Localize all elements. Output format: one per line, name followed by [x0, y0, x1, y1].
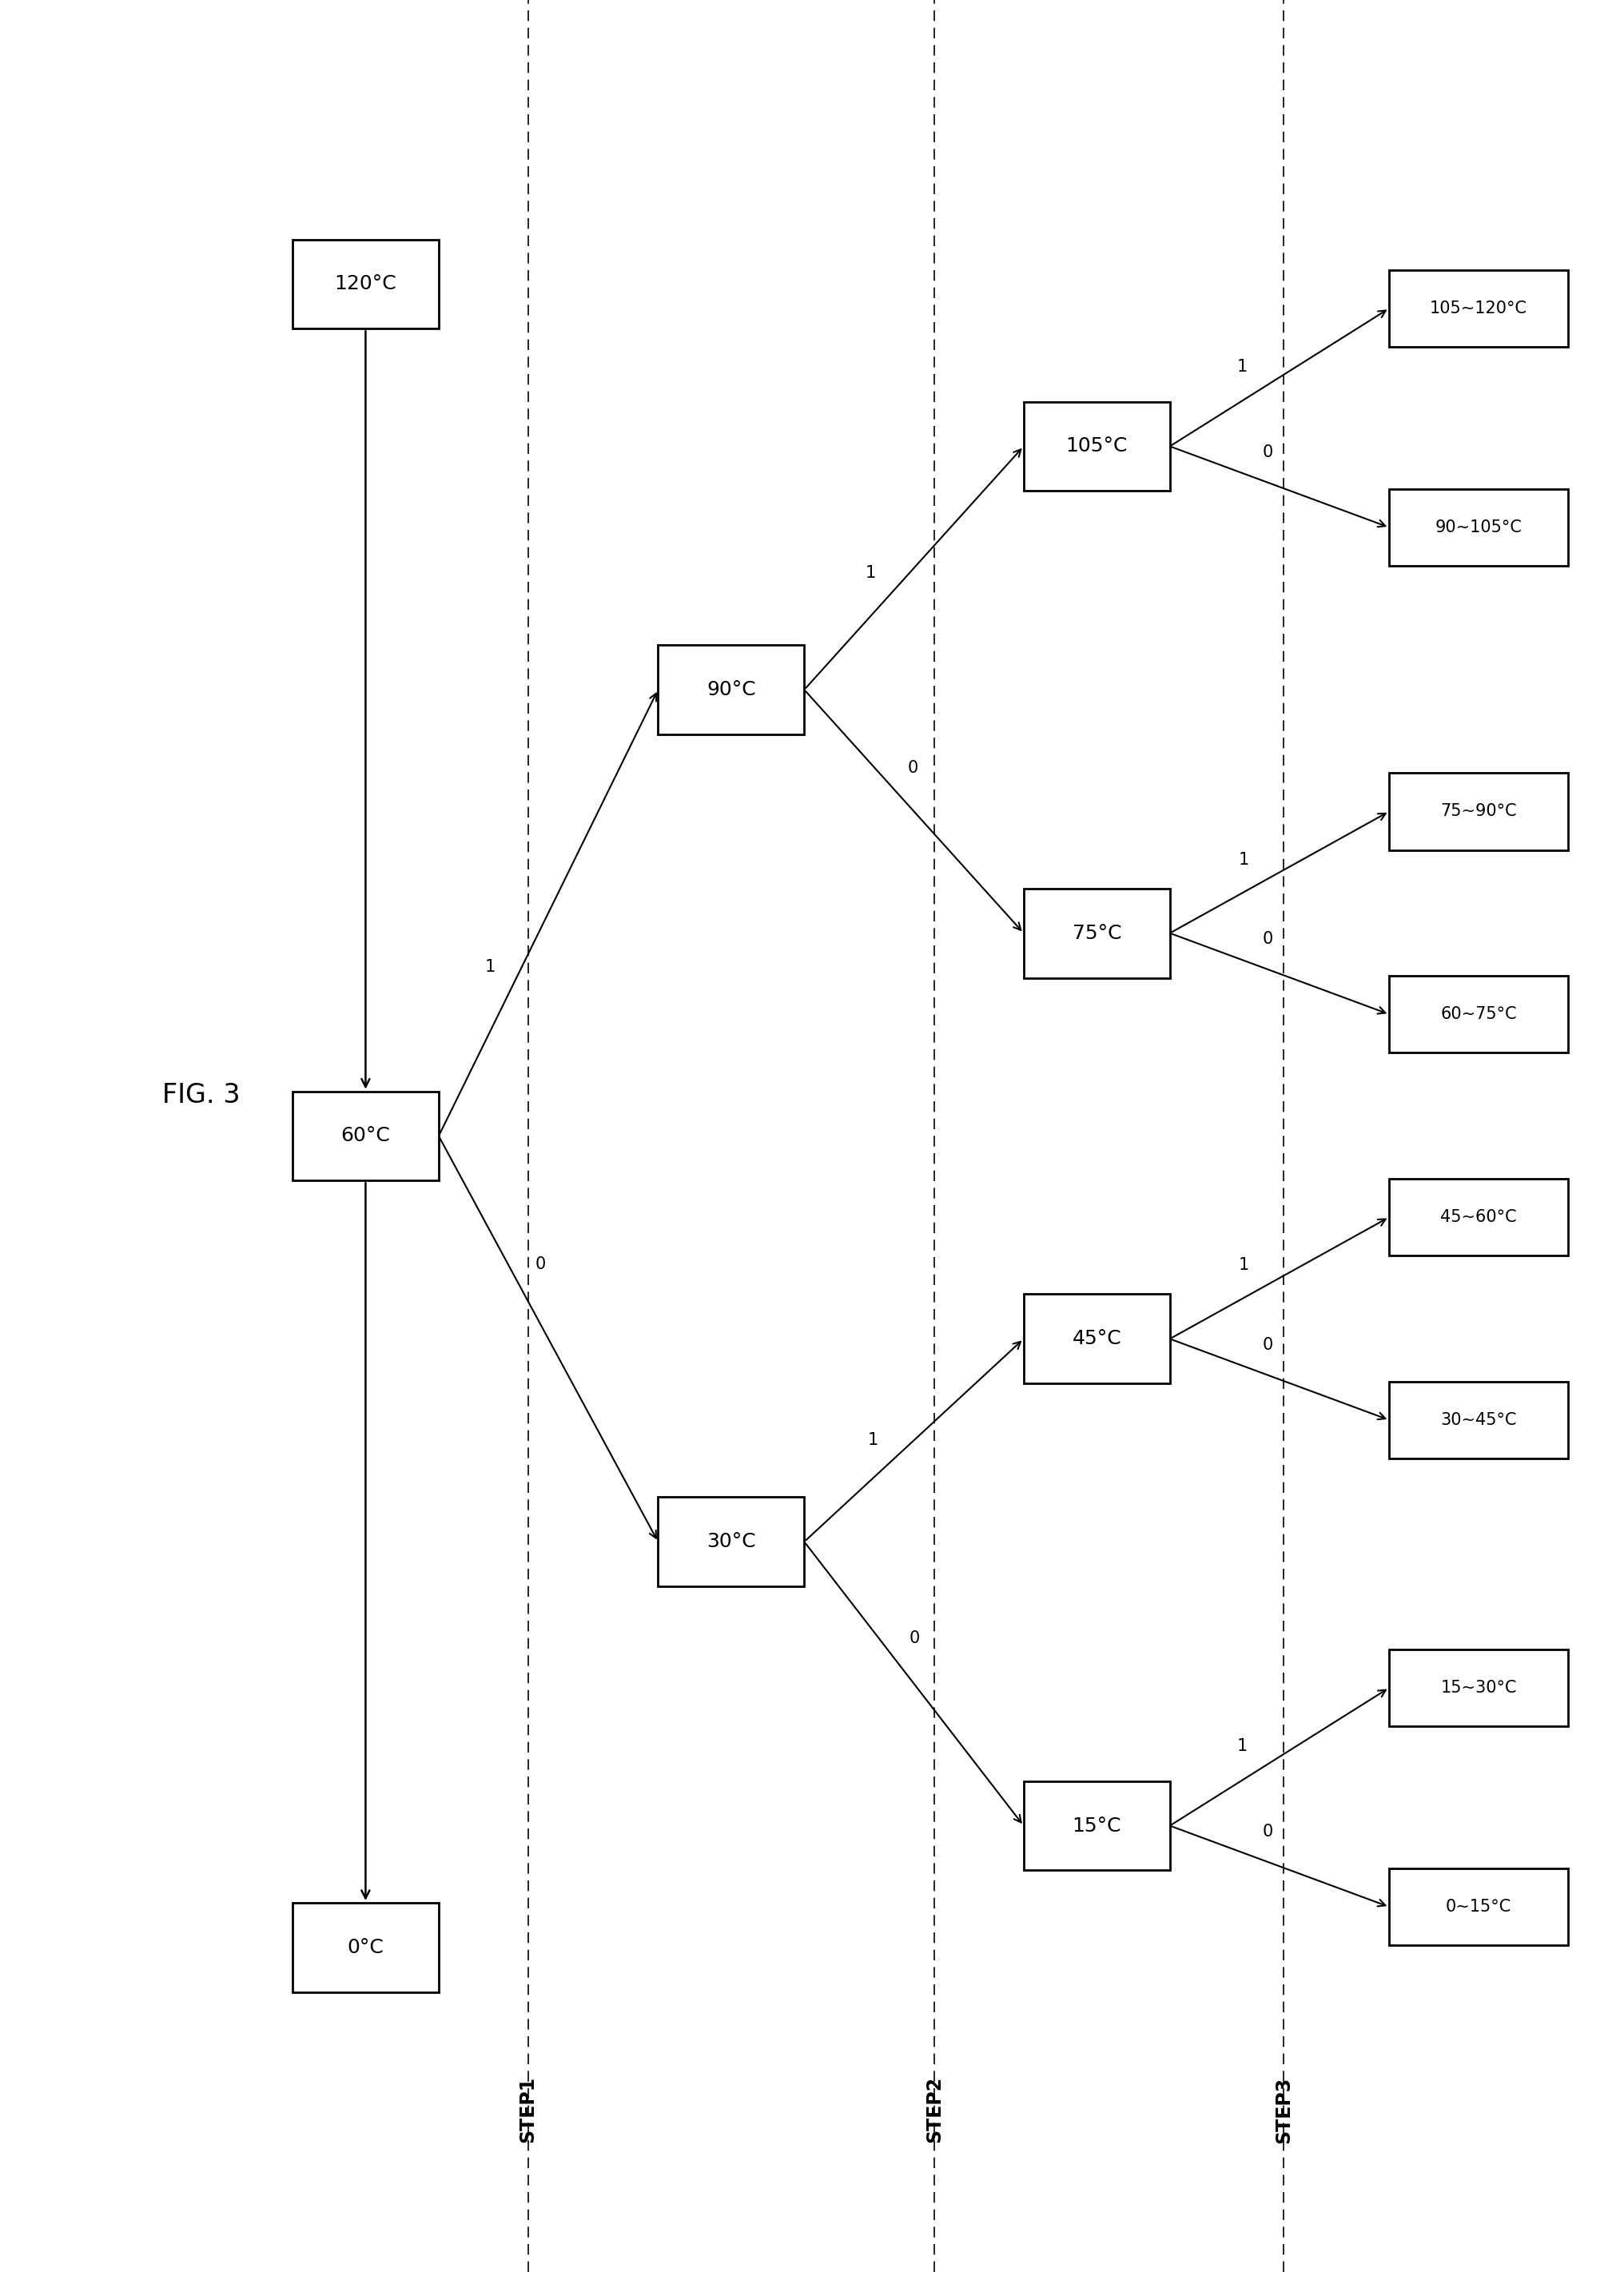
Text: 60~75°C: 60~75°C [1439, 1006, 1517, 1022]
Text: 0°C: 0°C [348, 1938, 383, 1956]
Text: 1: 1 [867, 1431, 877, 1447]
Text: 0: 0 [909, 1629, 919, 1645]
Text: 1: 1 [484, 959, 495, 975]
Bar [1389, 1649, 1567, 1727]
Text: FIG. 3: FIG. 3 [162, 1081, 240, 1109]
Text: 0: 0 [1262, 1336, 1272, 1352]
Bar [292, 1904, 438, 1993]
Text: 0: 0 [534, 1256, 546, 1272]
Text: 30°C: 30°C [706, 1531, 755, 1552]
Text: 30~45°C: 30~45°C [1440, 1411, 1515, 1429]
Text: 45°C: 45°C [1072, 1329, 1121, 1350]
Bar [1023, 1295, 1169, 1384]
Text: 15°C: 15°C [1072, 1815, 1121, 1836]
Bar [1023, 1781, 1169, 1870]
Bar [1389, 772, 1567, 850]
Text: 0: 0 [1262, 443, 1272, 461]
Text: 105~120°C: 105~120°C [1429, 300, 1527, 316]
Text: 0: 0 [908, 761, 918, 777]
Bar [1389, 270, 1567, 348]
Text: 90~105°C: 90~105°C [1434, 520, 1522, 536]
Text: 105°C: 105°C [1065, 436, 1127, 457]
Text: 75~90°C: 75~90°C [1439, 804, 1517, 820]
Text: STEP3: STEP3 [1273, 2077, 1293, 2142]
Bar [1389, 1179, 1567, 1256]
Text: 0: 0 [1262, 932, 1272, 947]
Bar [292, 1091, 438, 1181]
Bar [1389, 488, 1567, 566]
Text: STEP2: STEP2 [924, 2077, 944, 2142]
Text: 15~30°C: 15~30°C [1440, 1679, 1515, 1695]
Text: 1: 1 [1236, 1738, 1247, 1754]
Bar [1023, 888, 1169, 977]
Text: 0: 0 [1262, 1824, 1272, 1840]
Bar [1389, 1868, 1567, 1945]
Text: 60°C: 60°C [341, 1127, 390, 1145]
Text: 1: 1 [1237, 1256, 1249, 1272]
Bar [1389, 1381, 1567, 1459]
Text: 0~15°C: 0~15°C [1445, 1899, 1510, 1915]
Text: 1: 1 [1237, 852, 1249, 868]
Text: 75°C: 75°C [1072, 922, 1121, 943]
Text: STEP1: STEP1 [518, 2077, 538, 2142]
Bar [658, 645, 804, 734]
Text: 120°C: 120°C [335, 275, 396, 293]
Text: 90°C: 90°C [706, 679, 755, 700]
Bar [1389, 975, 1567, 1052]
Bar [658, 1497, 804, 1586]
Text: 45~60°C: 45~60°C [1439, 1209, 1517, 1225]
Text: 1: 1 [866, 566, 875, 582]
Bar [1023, 402, 1169, 491]
Bar [292, 239, 438, 329]
Text: 1: 1 [1236, 359, 1247, 375]
